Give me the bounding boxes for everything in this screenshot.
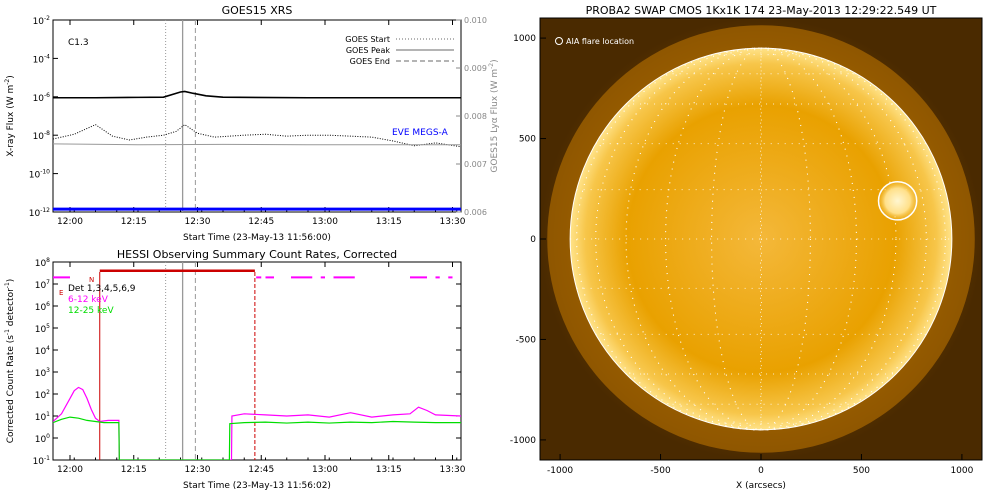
swap-ytick-label: -500	[516, 335, 537, 345]
aia-flare-location-circle	[877, 180, 918, 221]
swap-image-panel: PROBA2 SWAP CMOS 1Kx1K 174 23-May-2013 1…	[510, 4, 983, 491]
goes-series-lyman	[53, 143, 461, 146]
goes-legend-label: GOES End	[350, 57, 390, 66]
aia-legend-label: AIA flare location	[566, 37, 634, 46]
hessi-series-high	[53, 416, 461, 460]
goes-xtick-label: 12:30	[185, 217, 211, 227]
swap-xtick-label: 0	[758, 466, 764, 476]
hessi-ytick-label: 103	[35, 367, 50, 379]
goes-xrs-panel: GOES15 XRS 12:00 12:15 12:30 12:45 13:00 13:1…	[4, 4, 500, 243]
hessi-legend-label: Det 1,3,4,5,6,9	[68, 284, 136, 294]
hessi-legend-label: 6-12 keV	[68, 295, 109, 305]
swap-xtick-label: -1000	[547, 466, 573, 476]
sun-limb-circle	[569, 47, 953, 431]
hessi-lines	[53, 262, 461, 460]
swap-xlabel: X (arcsecs)	[736, 481, 786, 491]
goes-xtick-label: 12:00	[57, 217, 83, 227]
goes-xtick-label: 13:15	[376, 217, 402, 227]
goes-lines	[53, 20, 461, 212]
hessi-xlabel: Start Time (23-May-13 11:56:02)	[183, 481, 331, 491]
hessi-legend-label: 12-25 keV	[68, 306, 114, 316]
hessi-ytick-label: 106	[35, 301, 50, 313]
goes-y2label: GOES15 Lyα Flux (W m-2)	[488, 59, 500, 172]
goes-eve-label: EVE MEGS-A	[392, 128, 449, 138]
goes-ytick-label: 10-8	[33, 130, 51, 142]
hessi-title: HESSI Observing Summary Count Rates, Cor…	[117, 248, 397, 261]
goes-y2tick-label: 0.009	[464, 64, 487, 73]
hessi-series-low	[53, 386, 461, 460]
goes-ytick-label: 10-10	[29, 169, 50, 181]
hessi-ytick-label: 101	[35, 411, 50, 423]
goes-ytick-label: 10-4	[33, 53, 51, 65]
goes-plot-frame	[52, 19, 462, 213]
swap-xtick-label: 500	[853, 466, 870, 476]
goes-legend: GOES Start GOES Peak GOES End	[345, 35, 454, 66]
goes-y2tick-label: 0.010	[464, 16, 487, 25]
hessi-marker-n: N	[89, 276, 94, 284]
hessi-plot-frame	[52, 261, 462, 461]
flare-bright-region	[876, 179, 919, 222]
goes-y2tick-label: 0.007	[464, 160, 487, 169]
hessi-xtick-label: 12:45	[248, 465, 274, 475]
hessi-xtick-label: 13:30	[440, 465, 466, 475]
goes-series-short	[53, 124, 461, 148]
swap-xtick-label: -500	[650, 466, 671, 476]
heliographic-longitude-line	[760, 47, 762, 431]
hessi-ytick-label: 105	[35, 323, 50, 335]
goes-ytick-label: 10-6	[33, 92, 51, 104]
swap-ytick-label: 0	[530, 235, 536, 245]
goes-legend-label: GOES Peak	[346, 46, 391, 55]
goes-ytick-label: 10-2	[33, 15, 51, 27]
goes-ytick-label: 10-12	[29, 207, 50, 219]
hessi-ytick-label: 10-1	[33, 455, 51, 467]
hessi-ytick-label: 102	[35, 389, 50, 401]
hessi-ylabel: Corrected Count Rate (s-1 detector-1)	[4, 279, 16, 444]
aia-legend-symbol	[555, 37, 563, 45]
swap-ytick-label: 1000	[513, 34, 536, 44]
hessi-xtick-label: 12:30	[185, 465, 211, 475]
hessi-ytick-label: 100	[35, 433, 50, 445]
hessi-xtick-label: 12:15	[121, 465, 147, 475]
goes-xtick-label: 12:45	[248, 217, 274, 227]
goes-annotation: C1.3	[68, 38, 89, 48]
swap-ytick-label: -1000	[510, 436, 536, 446]
hessi-ytick-label: 108	[35, 257, 50, 269]
hessi-ytick-label: 107	[35, 279, 50, 291]
goes-series-long	[53, 90, 461, 99]
hessi-panel: HESSI Observing Summary Count Rates, Cor…	[4, 248, 466, 491]
hessi-xtick-label: 12:00	[57, 465, 83, 475]
goes-title: GOES15 XRS	[222, 4, 293, 17]
hessi-ytick-label: 104	[35, 345, 50, 357]
goes-xtick-label: 13:30	[440, 217, 466, 227]
goes-xlabel: Start Time (23-May-13 11:56:00)	[183, 233, 331, 243]
hessi-xtick-label: 13:15	[376, 465, 402, 475]
goes-y2tick-label: 0.008	[464, 112, 487, 121]
goes-xtick-label: 12:15	[121, 217, 147, 227]
goes-xtick-label: 13:00	[312, 217, 338, 227]
swap-title: PROBA2 SWAP CMOS 1Kx1K 174 23-May-2013 1…	[586, 4, 937, 17]
hessi-marker-e: E	[59, 289, 63, 297]
swap-ytick-label: 500	[519, 135, 536, 145]
swap-xtick-label: 1000	[950, 466, 973, 476]
goes-y2tick-label: 0.006	[464, 208, 487, 217]
goes-legend-label: GOES Start	[345, 35, 390, 44]
goes-ylabel: X-ray Flux (W m-2)	[4, 75, 16, 156]
goes-ticks: 12:00 12:15 12:30 12:45 13:00 13:15 13:30 10-12…	[29, 15, 487, 227]
hessi-ticks: 12:00 12:15 12:30 12:45 13:00 13:15 13:30 10-1 1…	[33, 257, 466, 475]
swap-ticks: -1000 -500 0 500 1000 1000 500 0 -500 -1000	[510, 34, 974, 476]
hessi-xtick-label: 13:00	[312, 465, 338, 475]
